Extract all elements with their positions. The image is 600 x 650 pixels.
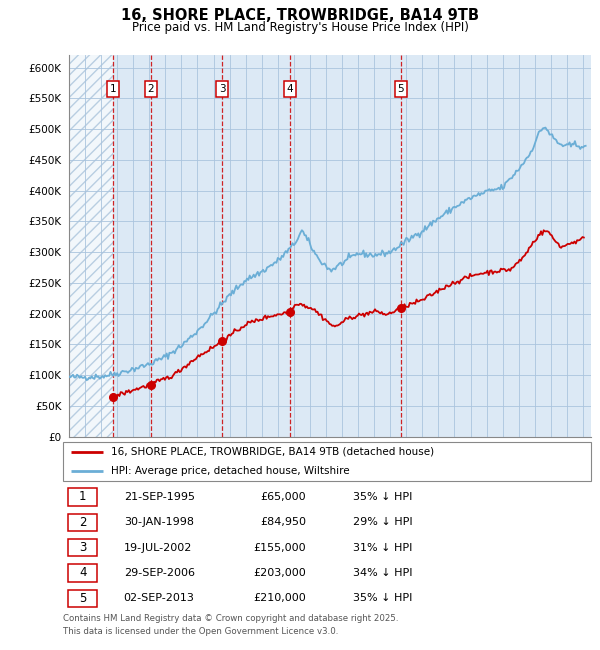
Text: 29% ↓ HPI: 29% ↓ HPI <box>353 517 413 527</box>
Text: £65,000: £65,000 <box>260 492 306 502</box>
FancyBboxPatch shape <box>63 442 591 481</box>
Text: 02-SEP-2013: 02-SEP-2013 <box>124 593 194 603</box>
Text: 3: 3 <box>219 84 226 94</box>
FancyBboxPatch shape <box>68 590 97 607</box>
Text: £84,950: £84,950 <box>260 517 306 527</box>
Text: 31% ↓ HPI: 31% ↓ HPI <box>353 543 413 552</box>
Text: £203,000: £203,000 <box>253 568 306 578</box>
Text: Contains HM Land Registry data © Crown copyright and database right 2025.
This d: Contains HM Land Registry data © Crown c… <box>63 614 398 636</box>
Text: 5: 5 <box>79 592 86 604</box>
Text: 19-JUL-2002: 19-JUL-2002 <box>124 543 192 552</box>
Text: 2: 2 <box>79 516 86 529</box>
Text: 35% ↓ HPI: 35% ↓ HPI <box>353 492 413 502</box>
FancyBboxPatch shape <box>68 488 97 506</box>
FancyBboxPatch shape <box>68 564 97 582</box>
Text: 2: 2 <box>147 84 154 94</box>
Text: £155,000: £155,000 <box>253 543 306 552</box>
Text: 16, SHORE PLACE, TROWBRIDGE, BA14 9TB: 16, SHORE PLACE, TROWBRIDGE, BA14 9TB <box>121 8 479 23</box>
FancyBboxPatch shape <box>68 514 97 531</box>
Text: 1: 1 <box>79 490 86 503</box>
Text: 30-JAN-1998: 30-JAN-1998 <box>124 517 194 527</box>
Text: £210,000: £210,000 <box>253 593 306 603</box>
Text: 4: 4 <box>79 567 86 580</box>
Text: 29-SEP-2006: 29-SEP-2006 <box>124 568 195 578</box>
Text: HPI: Average price, detached house, Wiltshire: HPI: Average price, detached house, Wilt… <box>110 466 349 476</box>
Text: 21-SEP-1995: 21-SEP-1995 <box>124 492 195 502</box>
Bar <box>69 55 113 437</box>
Text: 4: 4 <box>287 84 293 94</box>
FancyBboxPatch shape <box>68 539 97 556</box>
Text: 1: 1 <box>109 84 116 94</box>
Text: 16, SHORE PLACE, TROWBRIDGE, BA14 9TB (detached house): 16, SHORE PLACE, TROWBRIDGE, BA14 9TB (d… <box>110 447 434 457</box>
Text: Price paid vs. HM Land Registry's House Price Index (HPI): Price paid vs. HM Land Registry's House … <box>131 21 469 34</box>
Text: 34% ↓ HPI: 34% ↓ HPI <box>353 568 413 578</box>
Text: 3: 3 <box>79 541 86 554</box>
Text: 35% ↓ HPI: 35% ↓ HPI <box>353 593 413 603</box>
Text: 5: 5 <box>398 84 404 94</box>
